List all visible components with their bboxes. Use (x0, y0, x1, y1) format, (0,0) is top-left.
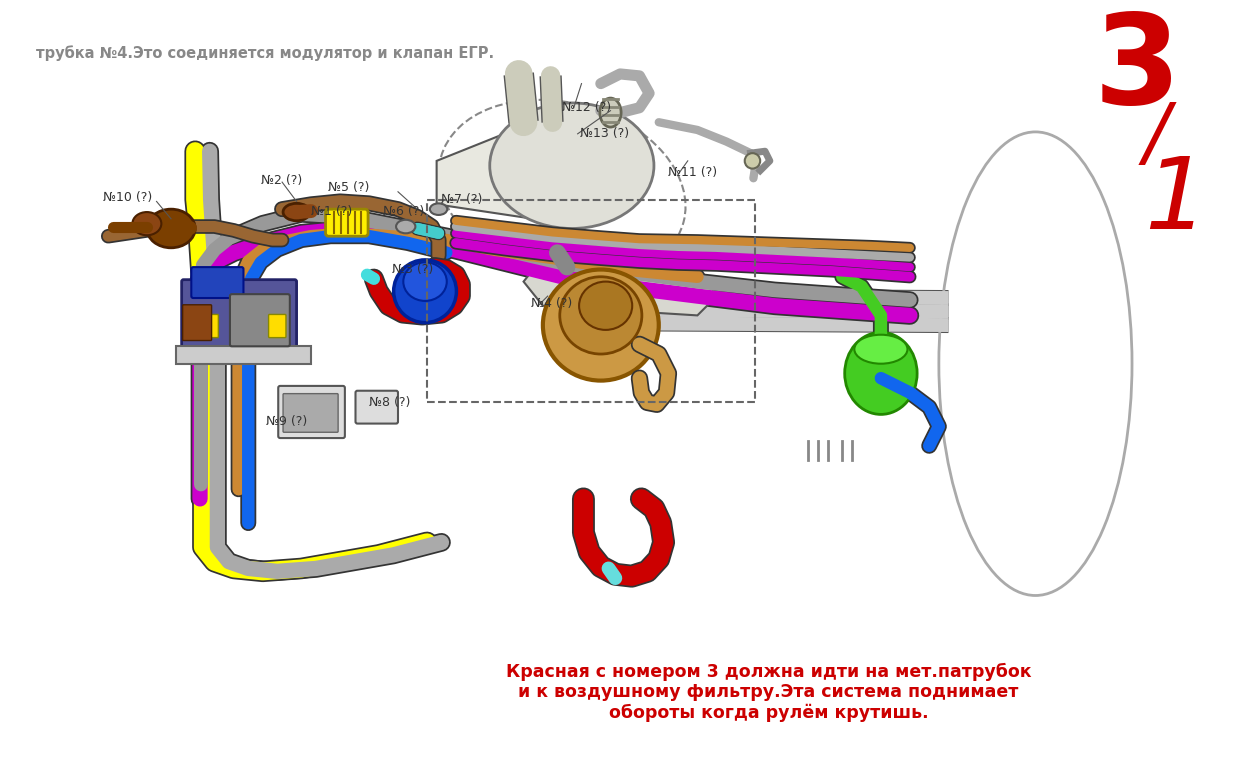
FancyBboxPatch shape (283, 393, 338, 432)
Ellipse shape (147, 209, 195, 248)
Text: 1: 1 (1143, 153, 1207, 250)
Text: №1 (?): №1 (?) (311, 205, 352, 217)
Text: №6 (?): №6 (?) (383, 205, 424, 217)
Ellipse shape (283, 203, 310, 220)
FancyBboxPatch shape (182, 280, 297, 356)
Text: №10 (?): №10 (?) (104, 191, 152, 204)
FancyBboxPatch shape (201, 315, 218, 337)
Text: Красная с номером 3 должна идти на мет.патрубок
и к воздушному фильтру.Эта систе: Красная с номером 3 должна идти на мет.п… (505, 662, 1031, 722)
Text: №8 (?): №8 (?) (369, 396, 411, 409)
Ellipse shape (600, 98, 622, 127)
Bar (70, 65, 987, 682)
Text: /: / (1143, 100, 1169, 174)
FancyBboxPatch shape (356, 391, 398, 424)
Ellipse shape (560, 277, 641, 354)
FancyBboxPatch shape (176, 347, 311, 364)
Bar (427, 199, 755, 402)
Ellipse shape (396, 220, 416, 233)
Text: №4 (?): №4 (?) (532, 298, 573, 310)
Circle shape (745, 153, 760, 168)
Polygon shape (437, 122, 639, 219)
Ellipse shape (429, 203, 447, 215)
Ellipse shape (403, 263, 447, 301)
Ellipse shape (855, 335, 907, 364)
Text: №12 (?): №12 (?) (562, 101, 612, 115)
Ellipse shape (543, 270, 659, 381)
FancyBboxPatch shape (182, 305, 212, 340)
Ellipse shape (132, 212, 161, 235)
Text: трубка №4.Это соединяется модулятор и клапан ЕГР.: трубка №4.Это соединяется модулятор и кл… (36, 45, 494, 61)
FancyBboxPatch shape (230, 294, 290, 347)
Ellipse shape (845, 333, 917, 414)
FancyBboxPatch shape (268, 315, 286, 337)
FancyBboxPatch shape (278, 386, 344, 438)
Text: №13 (?): №13 (?) (579, 127, 629, 140)
Ellipse shape (489, 103, 654, 228)
Text: №5 (?): №5 (?) (328, 182, 369, 195)
Text: №2 (?): №2 (?) (261, 174, 302, 187)
Text: №7 (?): №7 (?) (442, 193, 483, 206)
Polygon shape (524, 257, 716, 315)
Text: 3: 3 (1093, 9, 1181, 129)
FancyBboxPatch shape (326, 209, 368, 236)
Text: №3 (?): №3 (?) (392, 263, 433, 276)
Ellipse shape (579, 281, 633, 330)
Text: №11 (?): №11 (?) (669, 166, 718, 179)
Text: №9 (?): №9 (?) (266, 415, 307, 428)
Ellipse shape (393, 260, 457, 323)
FancyBboxPatch shape (191, 267, 243, 298)
